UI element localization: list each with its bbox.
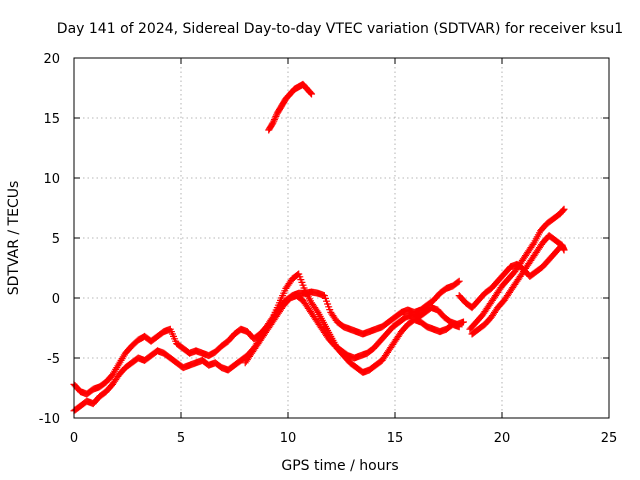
data-point bbox=[558, 241, 566, 249]
data-point bbox=[559, 207, 567, 215]
series-late-track-a bbox=[466, 205, 568, 333]
data-point bbox=[455, 277, 463, 285]
y-tick-label: -10 bbox=[39, 412, 60, 427]
series-isolated-arc bbox=[265, 80, 316, 134]
x-tick-label: 25 bbox=[601, 431, 618, 446]
data-point bbox=[271, 114, 279, 122]
x-tick-label: 15 bbox=[387, 431, 404, 446]
data-point bbox=[560, 246, 568, 254]
series-main-track-a bbox=[70, 277, 463, 398]
data-point bbox=[270, 117, 278, 125]
data-point bbox=[269, 119, 277, 127]
x-axis-title: GPS time / hours bbox=[281, 458, 398, 474]
y-tick-label: 10 bbox=[43, 172, 60, 187]
x-tick-label: 0 bbox=[70, 431, 78, 446]
series-late-track-c bbox=[455, 241, 566, 312]
y-tick-label: 5 bbox=[52, 232, 60, 247]
data-point bbox=[459, 318, 467, 326]
data-point bbox=[272, 112, 280, 120]
data-point bbox=[308, 90, 316, 98]
data-point bbox=[270, 116, 278, 124]
y-tick-label: 0 bbox=[52, 292, 60, 307]
x-tick-label: 20 bbox=[494, 431, 511, 446]
chart-title: Day 141 of 2024, Sidereal Day-to-day VTE… bbox=[57, 21, 623, 37]
data-point bbox=[529, 240, 537, 248]
y-tick-label: 20 bbox=[43, 52, 60, 67]
data-point bbox=[313, 307, 321, 315]
data-markers bbox=[70, 80, 568, 415]
grid bbox=[74, 58, 609, 418]
data-point bbox=[454, 278, 462, 286]
x-tick-label: 10 bbox=[280, 431, 297, 446]
series-main-track-b bbox=[70, 270, 463, 415]
data-point bbox=[307, 89, 315, 97]
data-point bbox=[559, 206, 567, 214]
series-main-track-c bbox=[241, 292, 467, 367]
y-axis-title: SDTVAR / TECUs bbox=[6, 181, 22, 296]
data-point bbox=[557, 242, 565, 250]
axis-ticks: 0 5 10 15 20 25 -10 -5 0 5 10 15 20 bbox=[39, 52, 618, 446]
data-point bbox=[306, 88, 314, 96]
y-tick-label: -5 bbox=[47, 352, 60, 367]
y-tick-label: 15 bbox=[43, 112, 60, 127]
series-late-track-b bbox=[468, 232, 568, 338]
data-point bbox=[560, 205, 568, 213]
x-tick-label: 5 bbox=[177, 431, 185, 446]
